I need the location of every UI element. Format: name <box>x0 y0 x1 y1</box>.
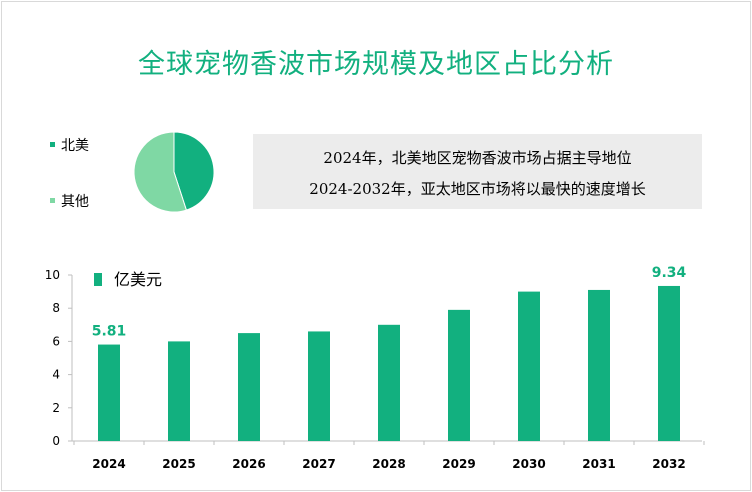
bar-2032 <box>658 285 680 441</box>
data-label-2032: 9.34 <box>652 265 687 281</box>
pie-legend-label: 北美 <box>61 138 89 154</box>
pie-legend-north-america: 北美 <box>0 135 120 155</box>
notes-box: 2024年，北美地区宠物香波市场占据主导地位 2024-2032年，亚太地区市场… <box>253 134 702 209</box>
x-tick-label: 2030 <box>512 457 545 471</box>
legend-swatch-north-america <box>50 142 55 147</box>
pie-slice-0 <box>173 131 215 211</box>
bar-2027 <box>308 331 330 441</box>
x-tick-label: 2024 <box>92 457 125 471</box>
data-label-2024: 5.81 <box>92 324 127 340</box>
pie-legend-label: 其他 <box>61 194 89 210</box>
x-tick-label: 2026 <box>232 457 265 471</box>
note-line-1: 2024年，北美地区宠物香波市场占据主导地位 <box>323 149 632 167</box>
bar-2029 <box>448 309 470 441</box>
bar-2024 <box>98 344 120 441</box>
y-tick-label: 6 <box>52 334 60 348</box>
pie-chart <box>133 131 215 213</box>
legend-swatch-bar <box>94 273 102 286</box>
legend-swatch-other <box>50 198 55 203</box>
bar-legend-label: 亿美元 <box>114 270 163 289</box>
note-line-2: 2024-2032年，亚太地区市场将以最快的速度增长 <box>309 180 646 198</box>
y-tick-label: 2 <box>52 401 60 415</box>
bar-2031 <box>588 289 610 441</box>
x-tick-label: 2025 <box>162 457 195 471</box>
y-tick-label: 4 <box>52 368 60 382</box>
pie-slice-1 <box>133 131 187 213</box>
bar-2030 <box>518 291 540 441</box>
x-tick-label: 2032 <box>652 457 685 471</box>
x-tick-label: 2031 <box>582 457 615 471</box>
bar-2025 <box>168 341 190 441</box>
y-tick-label: 10 <box>45 268 60 282</box>
x-tick-label: 2028 <box>372 457 405 471</box>
bar-2028 <box>378 324 400 441</box>
y-tick-label: 0 <box>52 434 60 448</box>
x-tick-label: 2029 <box>442 457 475 471</box>
chart-title: 全球宠物香波市场规模及地区占比分析 <box>138 49 614 80</box>
x-tick-label: 2027 <box>302 457 335 471</box>
y-tick-label: 8 <box>52 301 60 315</box>
bar-2026 <box>238 333 260 441</box>
bar-legend: 亿美元 <box>94 266 162 290</box>
pie-legend-other: 其他 <box>0 191 120 211</box>
